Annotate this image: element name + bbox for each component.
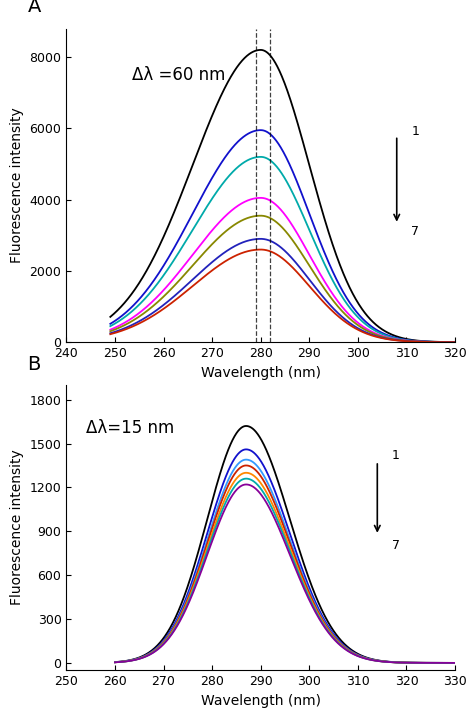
X-axis label: Wavelength (nm): Wavelength (nm) [201,694,321,707]
Text: 1: 1 [392,448,400,462]
Text: 7: 7 [411,225,419,238]
Y-axis label: Fluorescence intensity: Fluorescence intensity [10,450,24,605]
Text: 7: 7 [392,540,400,553]
Text: B: B [27,354,41,374]
Text: 1: 1 [411,125,419,138]
Text: Δλ=15 nm: Δλ=15 nm [86,419,174,437]
Text: Δλ =60 nm: Δλ =60 nm [132,66,226,84]
Text: A: A [27,0,41,16]
Y-axis label: Fluorescence intensity: Fluorescence intensity [10,108,24,263]
X-axis label: Wavelength (nm): Wavelength (nm) [201,366,321,379]
